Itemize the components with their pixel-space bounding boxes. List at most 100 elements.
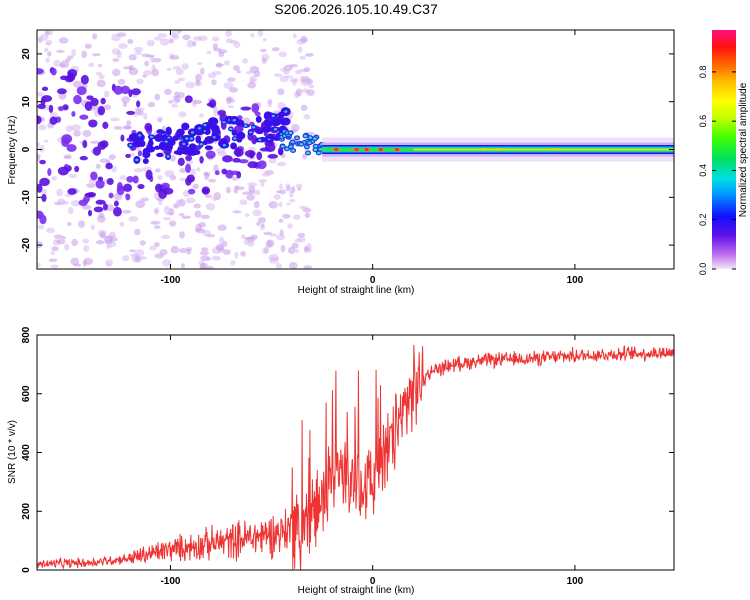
steady-line-peak-core [354,148,359,151]
heatmap-noise-blob [58,92,67,100]
heatmap-signal-blob [87,209,93,217]
heatmap-noise-blob [217,151,227,157]
bottom-y-axis-label: SNR (10 * v/v) [7,420,18,484]
heatmap-signal-blob [247,161,259,169]
heatmap-signal-blob [58,106,64,112]
heatmap-signal-blob [187,188,196,195]
heatmap-band-core [233,137,237,140]
heatmap-signal-blob [177,157,185,166]
heatmap-noise-blob [154,36,162,41]
heatmap-signal-blob [66,73,76,82]
heatmap-noise-blob [170,55,180,60]
heatmap-noise-blob [143,113,148,120]
heatmap-noise-blob [288,262,298,269]
heatmap-noise-blob [137,256,148,260]
heatmap-noise-blob [291,186,296,194]
heatmap-noise-blob [178,248,188,254]
heatmap-noise-blob [168,208,175,216]
heatmap-noise-blob [174,91,180,99]
heatmap-noise-blob [286,202,291,206]
heatmap-signal-blob [106,177,114,186]
heatmap-noise-blob [243,238,250,245]
heatmap-noise-blob [166,67,172,72]
heatmap-noise-blob [146,39,155,47]
heatmap-noise-blob [153,225,161,230]
heatmap-noise-blob [73,130,82,137]
top-y-tick-label: 0 [21,146,32,152]
heatmap-noise-blob [207,72,217,79]
heatmap-signal-blob [105,162,113,170]
heatmap-noise-blob [112,68,121,77]
heatmap-signal-blob [86,95,94,100]
heatmap-band-blob [264,120,273,128]
heatmap-noise-blob [45,40,53,45]
heatmap-noise-blob [72,80,83,88]
colorbar-tick-label: 0.6 [698,115,708,128]
heatmap-noise-blob [109,231,116,238]
heatmap-noise-blob [178,111,187,118]
heatmap-noise-blob [199,251,210,256]
heatmap-noise-blob [276,190,281,194]
heatmap-noise-blob [300,104,308,112]
bottom-y-tick-label: 400 [21,444,32,461]
colorbar: 0.0 0.2 0.4 0.6 0.8 Normalized spectral ampl… [698,30,749,275]
heatmap-noise-blob [128,67,139,76]
heatmap-noise-blob [122,209,132,214]
heatmap-noise-blob [247,81,256,89]
heatmap-noise-blob [299,205,309,210]
heatmap-noise-blob [303,114,311,120]
heatmap-signal-blob [66,144,77,152]
heatmap-signal-blob [80,74,89,85]
heatmap-noise-blob [215,243,225,252]
heatmap-noise-blob [41,188,48,197]
heatmap-noise-blob [151,64,156,73]
heatmap-band-core [273,128,278,131]
heatmap-signal-blob [47,168,52,177]
heatmap-noise-blob [58,37,69,44]
heatmap-noise-blob [279,189,286,195]
heatmap-noise-blob [289,64,298,68]
heatmap-signal-blob [186,174,196,183]
colorbar-ticks: 0.0 0.2 0.4 0.6 0.8 [698,66,736,276]
heatmap-noise-blob [127,39,134,44]
heatmap-noise-blob [105,204,115,212]
heatmap-noise-blob [182,34,191,41]
colorbar-gradient [712,30,736,269]
heatmap-noise-blob [77,220,86,228]
heatmap-noise-blob [253,189,261,196]
heatmap-noise-blob [205,203,216,211]
heatmap-noise-blob [217,224,227,231]
heatmap-signal-blob [100,97,106,105]
heatmap-transition-core [318,147,323,151]
heatmap-noise-blob [37,124,47,131]
heatmap-noise-blob [279,229,284,237]
heatmap-noise-blob [181,63,189,70]
colorbar-tick-label: 0.0 [698,263,708,276]
heatmap-noise-blob [262,37,267,42]
heatmap-signal-blob [62,104,69,111]
heatmap-noise-blob [227,77,236,83]
heatmap-signal-blob [199,155,204,164]
heatmap-signal-blob [145,169,153,180]
heatmap-band-core [203,123,207,127]
heatmap-noise-blob [257,30,264,37]
heatmap-noise-blob [154,93,161,101]
heatmap-signal-blob [102,203,108,211]
heatmap-noise-blob [139,240,146,246]
heatmap-noise-blob [212,36,220,42]
heatmap-noise-blob [106,241,117,248]
heatmap-noise-blob [71,238,78,247]
heatmap-signal-blob [125,153,131,159]
heatmap-signal-blob [76,86,87,96]
heatmap-noise-blob [260,181,265,187]
heatmap-noise-blob [133,168,144,173]
heatmap-signal-blob [37,68,44,75]
heatmap-noise-blob [186,39,194,48]
heatmap-noise-blob [103,90,110,98]
heatmap-signal-blob [206,102,215,107]
heatmap-noise-blob [268,157,277,164]
heatmap-noise-blob [278,183,284,190]
heatmap-signal-blob [61,134,73,144]
heatmap-noise-blob [194,210,202,218]
